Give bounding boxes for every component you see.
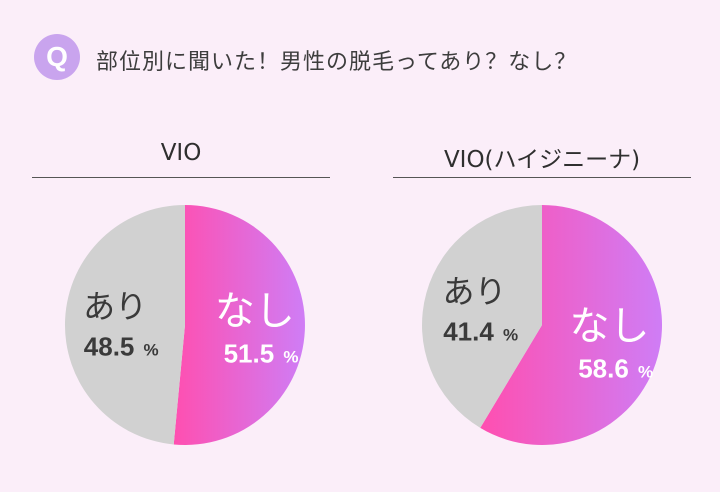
q-badge-letter: Q xyxy=(46,41,68,72)
q-badge-circle xyxy=(34,34,80,80)
nashi-value: 51.5 xyxy=(224,338,275,368)
nashi-label: なし xyxy=(570,304,650,350)
q-badge-icon: Q xyxy=(34,34,80,80)
ari-value: 41.4 xyxy=(443,316,494,346)
ari-label: あり xyxy=(83,288,147,326)
nashi-unit: % xyxy=(638,363,653,382)
nashi-unit: % xyxy=(283,347,298,366)
chart-1-pie: なし 51.5 % あり 48.5% xyxy=(64,205,305,445)
pie-slice-ari xyxy=(422,205,542,428)
ari-unit: % xyxy=(503,325,518,344)
ari-label: あり xyxy=(442,272,506,310)
pie-slice-nashi xyxy=(480,205,663,445)
nashi-value: 58.6 xyxy=(578,354,629,384)
ari-unit: % xyxy=(144,341,159,360)
chart-1-title: VIO xyxy=(160,140,202,166)
ari-value: 48.5 xyxy=(84,332,135,362)
chart-1-divider xyxy=(32,177,330,178)
pie-slice-ari xyxy=(64,205,185,445)
chart-2-title: VIO(ハイジニーナ) xyxy=(443,147,641,173)
nashi-label: なし xyxy=(215,288,295,334)
chart-2-pie: なし 58.6 % あり 41.4% xyxy=(422,205,663,445)
pie-slice-nashi xyxy=(173,205,305,445)
question-title: 部位別に聞いた！男性の脱毛ってあり？なし？ xyxy=(96,50,578,75)
chart-2-divider xyxy=(393,177,691,178)
